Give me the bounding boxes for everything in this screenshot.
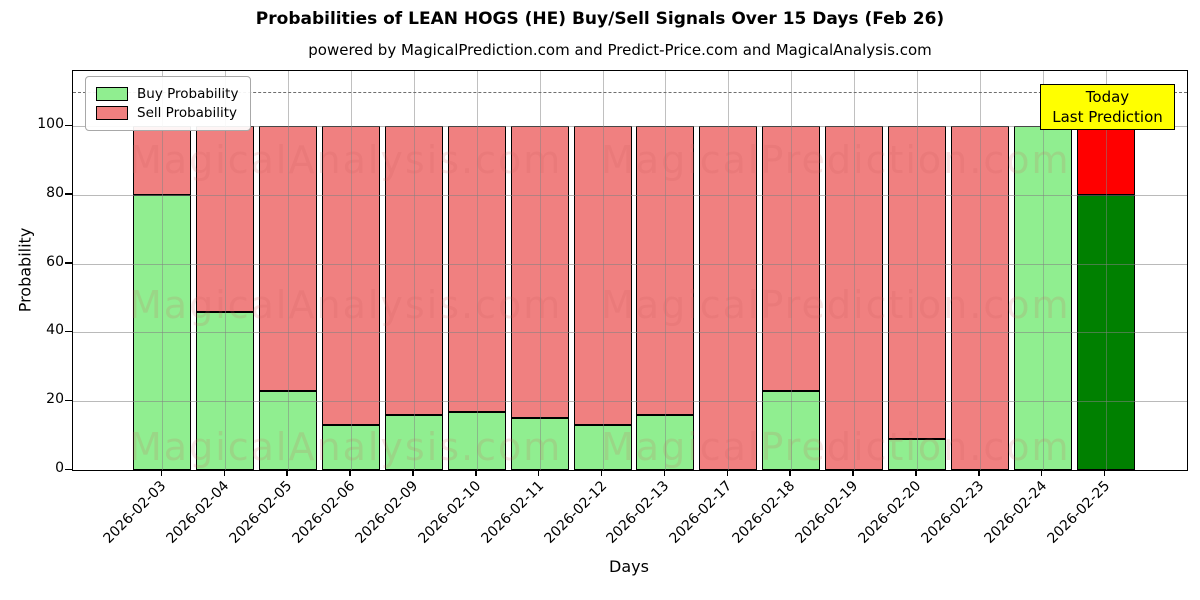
tick-mark-y	[65, 193, 72, 195]
tick-mark-y	[65, 124, 72, 126]
today-annotation-line1: Today	[1085, 88, 1130, 106]
tick-mark-x	[852, 470, 854, 476]
tick-mark-x	[915, 470, 917, 476]
tick-mark-x	[600, 470, 603, 476]
tick-mark-x	[537, 470, 540, 476]
gridline-v	[665, 71, 667, 470]
gridline-v	[539, 71, 541, 470]
legend-item-sell: Sell Probability	[96, 105, 238, 121]
tick-mark-x	[412, 470, 414, 476]
chart-title: Probabilities of LEAN HOGS (HE) Buy/Sell…	[255, 9, 945, 29]
today-annotation: Today Last Prediction	[1040, 84, 1175, 130]
tick-mark-x	[286, 470, 288, 476]
legend-swatch-buy	[96, 87, 128, 101]
tick-mark-x	[663, 470, 666, 476]
gridline-h	[73, 194, 1187, 196]
gridline-v	[602, 71, 604, 470]
watermark-text: MagicalAnalysis.com	[129, 425, 563, 469]
dashed-threshold-line	[73, 91, 1187, 93]
gridline-h	[73, 263, 1187, 265]
gridline-h	[73, 332, 1187, 334]
legend-swatch-sell	[96, 106, 128, 120]
tick-label-y: 100	[37, 116, 64, 133]
watermark-text: MagicalAnalysis.com	[129, 138, 563, 182]
watermark-text: MagicalPrediction.com	[601, 138, 1071, 182]
legend-item-buy: Buy Probability	[96, 86, 238, 102]
watermark-text: MagicalAnalysis.com	[129, 283, 563, 327]
today-annotation-line2: Last Prediction	[1052, 108, 1163, 126]
tick-mark-y	[65, 468, 72, 470]
tick-label-y: 40	[46, 322, 64, 339]
gridline-v	[413, 71, 415, 470]
tick-mark-x	[1040, 470, 1043, 476]
watermark-text: MagicalPrediction.com	[601, 283, 1071, 327]
gridline-h	[73, 126, 1187, 128]
tick-mark-x	[475, 470, 477, 476]
gridline-v	[916, 71, 918, 470]
tick-mark-y	[65, 330, 72, 333]
y-axis-label: Probability	[15, 227, 35, 313]
chart-subtitle: powered by MagicalPrediction.com and Pre…	[308, 41, 932, 59]
tick-mark-y	[65, 262, 72, 264]
legend: Buy Probability Sell Probability	[85, 76, 252, 131]
tick-label-y: 0	[55, 460, 64, 476]
gridline-v	[225, 71, 227, 470]
watermark-text: MagicalPrediction.com	[601, 425, 1071, 469]
gridline-v	[351, 71, 353, 470]
plot-area: MagicalAnalysis.com MagicalPrediction.com…	[72, 70, 1188, 471]
tick-label-y: 60	[46, 253, 64, 270]
gridline-v	[979, 71, 981, 470]
gridline-v	[288, 71, 290, 470]
tick-mark-y	[65, 399, 72, 402]
tick-mark-x	[160, 470, 163, 476]
gridline-v	[162, 71, 164, 470]
tick-mark-x	[1103, 470, 1106, 476]
gridline-h	[73, 401, 1187, 403]
tick-mark-x	[223, 470, 225, 476]
tick-mark-x	[789, 470, 791, 476]
gridline-v	[791, 71, 793, 470]
gridline-v	[854, 71, 856, 470]
tick-label-y: 20	[46, 391, 64, 408]
gridline-v	[728, 71, 730, 470]
gridline-v	[1042, 71, 1044, 470]
tick-label-y: 80	[46, 184, 64, 201]
x-axis-label: Days	[609, 557, 649, 576]
gridline-v	[476, 71, 478, 470]
tick-mark-x	[349, 470, 351, 476]
tick-mark-x	[726, 470, 728, 476]
legend-label-buy: Buy Probability	[137, 86, 239, 102]
gridline-v	[1105, 71, 1107, 470]
legend-label-sell: Sell Probability	[137, 105, 238, 121]
tick-mark-x	[978, 470, 980, 476]
